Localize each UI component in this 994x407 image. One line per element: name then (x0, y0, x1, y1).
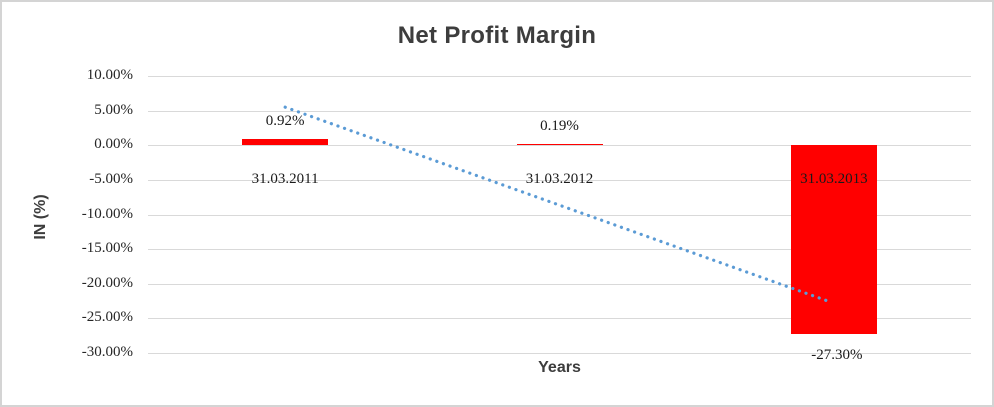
bar-data-label: 0.92% (265, 112, 305, 129)
x-axis-title: Years (538, 359, 581, 376)
bar (516, 143, 603, 146)
y-axis-tick-label: -10.00% (81, 205, 133, 222)
gridline (148, 110, 971, 112)
bar (242, 138, 329, 146)
y-axis-tick-label: -30.00% (81, 344, 133, 360)
gridline (148, 76, 971, 77)
bar-data-label: 0.19% (540, 117, 579, 134)
gridline (148, 318, 971, 320)
y-axis-tick-label: -25.00% (81, 309, 133, 326)
y-axis-tick-label: -15.00% (81, 240, 133, 257)
trendline (283, 105, 832, 304)
x-axis-category-label: 31.03.2011 (251, 171, 319, 188)
x-axis-category-label: 31.03.2013 (800, 171, 868, 188)
gridline (148, 353, 971, 354)
y-axis-tick-label: 10.00% (86, 67, 133, 83)
y-axis-tick-label: 5.00% (94, 101, 133, 118)
y-axis-tick-label: -20.00% (81, 274, 133, 291)
x-axis-category-label: 31.03.2012 (525, 171, 594, 188)
y-axis-tick-label: 0.00% (94, 136, 133, 153)
y-axis-tick-label: -5.00% (89, 170, 133, 187)
bar-data-label: -27.30% (811, 347, 863, 364)
chart-title: Net Profit Margin (397, 22, 597, 49)
